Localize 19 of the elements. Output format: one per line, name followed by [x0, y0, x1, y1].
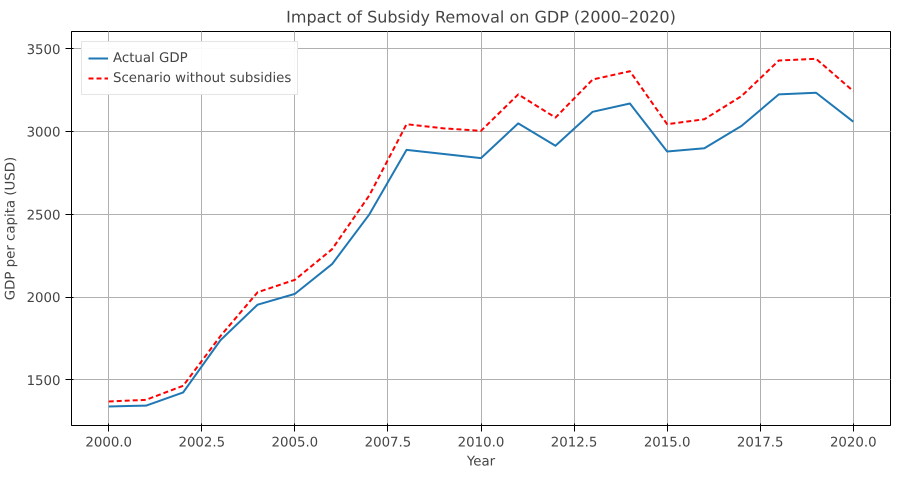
x-tick-label: 2012.5 — [550, 436, 598, 450]
x-tick-label: 2005.0 — [272, 436, 318, 450]
x-tick-label: 2002.5 — [178, 436, 226, 450]
x-tick-label: 2007.5 — [364, 436, 412, 450]
y-tick-label: 3000 — [26, 126, 61, 141]
x-tick-label: 2020.0 — [830, 436, 877, 450]
x-tick-label: 2015.0 — [644, 436, 690, 450]
legend-label: Scenario without subsidies — [113, 70, 292, 86]
legend-label: Actual GDP — [113, 50, 188, 66]
y-tick-label: 3500 — [26, 42, 61, 58]
y-tick-label: 2000 — [26, 291, 61, 306]
x-tick-label: 2010.0 — [458, 436, 504, 450]
y-tick-label: 2500 — [26, 208, 61, 224]
x-tick-label: 2017.5 — [736, 436, 784, 450]
chart-title: Impact of Subsidy Removal on GDP (2000–2020) — [286, 8, 676, 26]
x-axis-title: Year — [466, 454, 496, 470]
x-tick-label: 2000.0 — [85, 436, 132, 450]
y-tick-label: 1500 — [26, 374, 61, 389]
y-axis-title: GDP per capita (USD) — [4, 156, 19, 300]
